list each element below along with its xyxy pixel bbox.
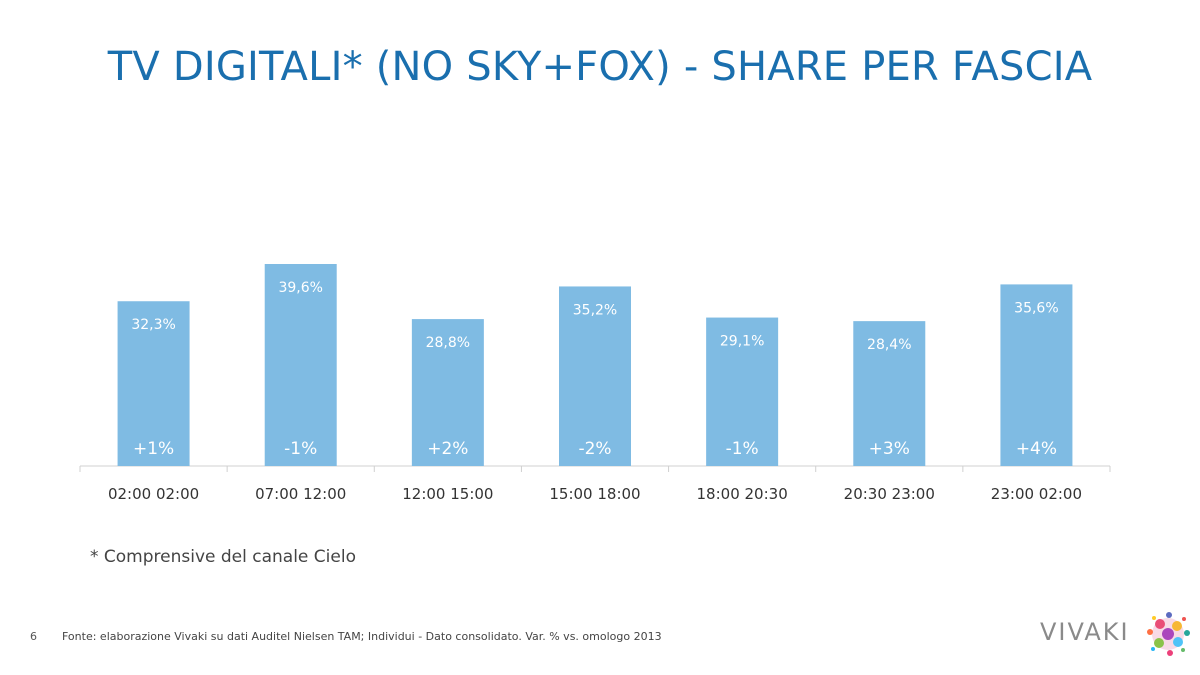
category-tick-label: 23:00 02:00	[991, 485, 1082, 503]
category-tick-label: 02:00 02:00	[108, 485, 199, 503]
slide-title: TV DIGITALI* (NO SKY+FOX) - SHARE PER FA…	[107, 44, 1093, 90]
bar-2	[411, 319, 484, 466]
bar-1	[264, 264, 337, 466]
vivaki-logo: VIVAKI	[1030, 598, 1195, 668]
share-bar-chart: 32,3% +1% 02:00 02:00 39,6% -1% 07:00 12:00 28…	[79, 264, 1111, 503]
bar-value-label: 28,8%	[426, 335, 470, 351]
page-number: 6	[30, 630, 37, 643]
bar-variation-label: +4%	[1016, 439, 1057, 459]
bar-0	[117, 301, 190, 466]
category-tick-label: 07:00 12:00	[255, 485, 346, 503]
bar-variation-label: -1%	[726, 439, 759, 459]
logo-emblem	[1147, 612, 1190, 656]
category-tick-label: 18:00 20:30	[697, 485, 788, 503]
source-note: Fonte: elaborazione Vivaki su dati Audit…	[62, 630, 662, 643]
bar-value-label: 35,2%	[573, 302, 617, 318]
logo-wordmark: VIVAKI	[1040, 618, 1130, 646]
footnote: * Comprensive del canale Cielo	[90, 547, 356, 567]
category-tick-label: 12:00 15:00	[402, 485, 493, 503]
bar-value-label: 32,3%	[131, 317, 175, 333]
bar-value-label: 35,6%	[1014, 300, 1058, 316]
bar-4	[706, 317, 779, 466]
category-tick-label: 20:30 23:00	[844, 485, 935, 503]
bar-6	[1000, 284, 1073, 466]
bar-value-label: 28,4%	[867, 337, 911, 353]
bar-3	[559, 286, 631, 466]
bar-5	[853, 321, 926, 466]
bar-variation-label: +1%	[133, 439, 174, 459]
bar-variation-label: +3%	[869, 439, 910, 459]
bar-value-label: 29,1%	[720, 334, 764, 350]
bar-variation-label: -2%	[578, 439, 611, 459]
bar-variation-label: +2%	[427, 439, 468, 459]
category-tick-label: 15:00 18:00	[549, 485, 640, 503]
bar-value-label: 39,6%	[278, 280, 322, 296]
bar-variation-label: -1%	[284, 439, 317, 459]
